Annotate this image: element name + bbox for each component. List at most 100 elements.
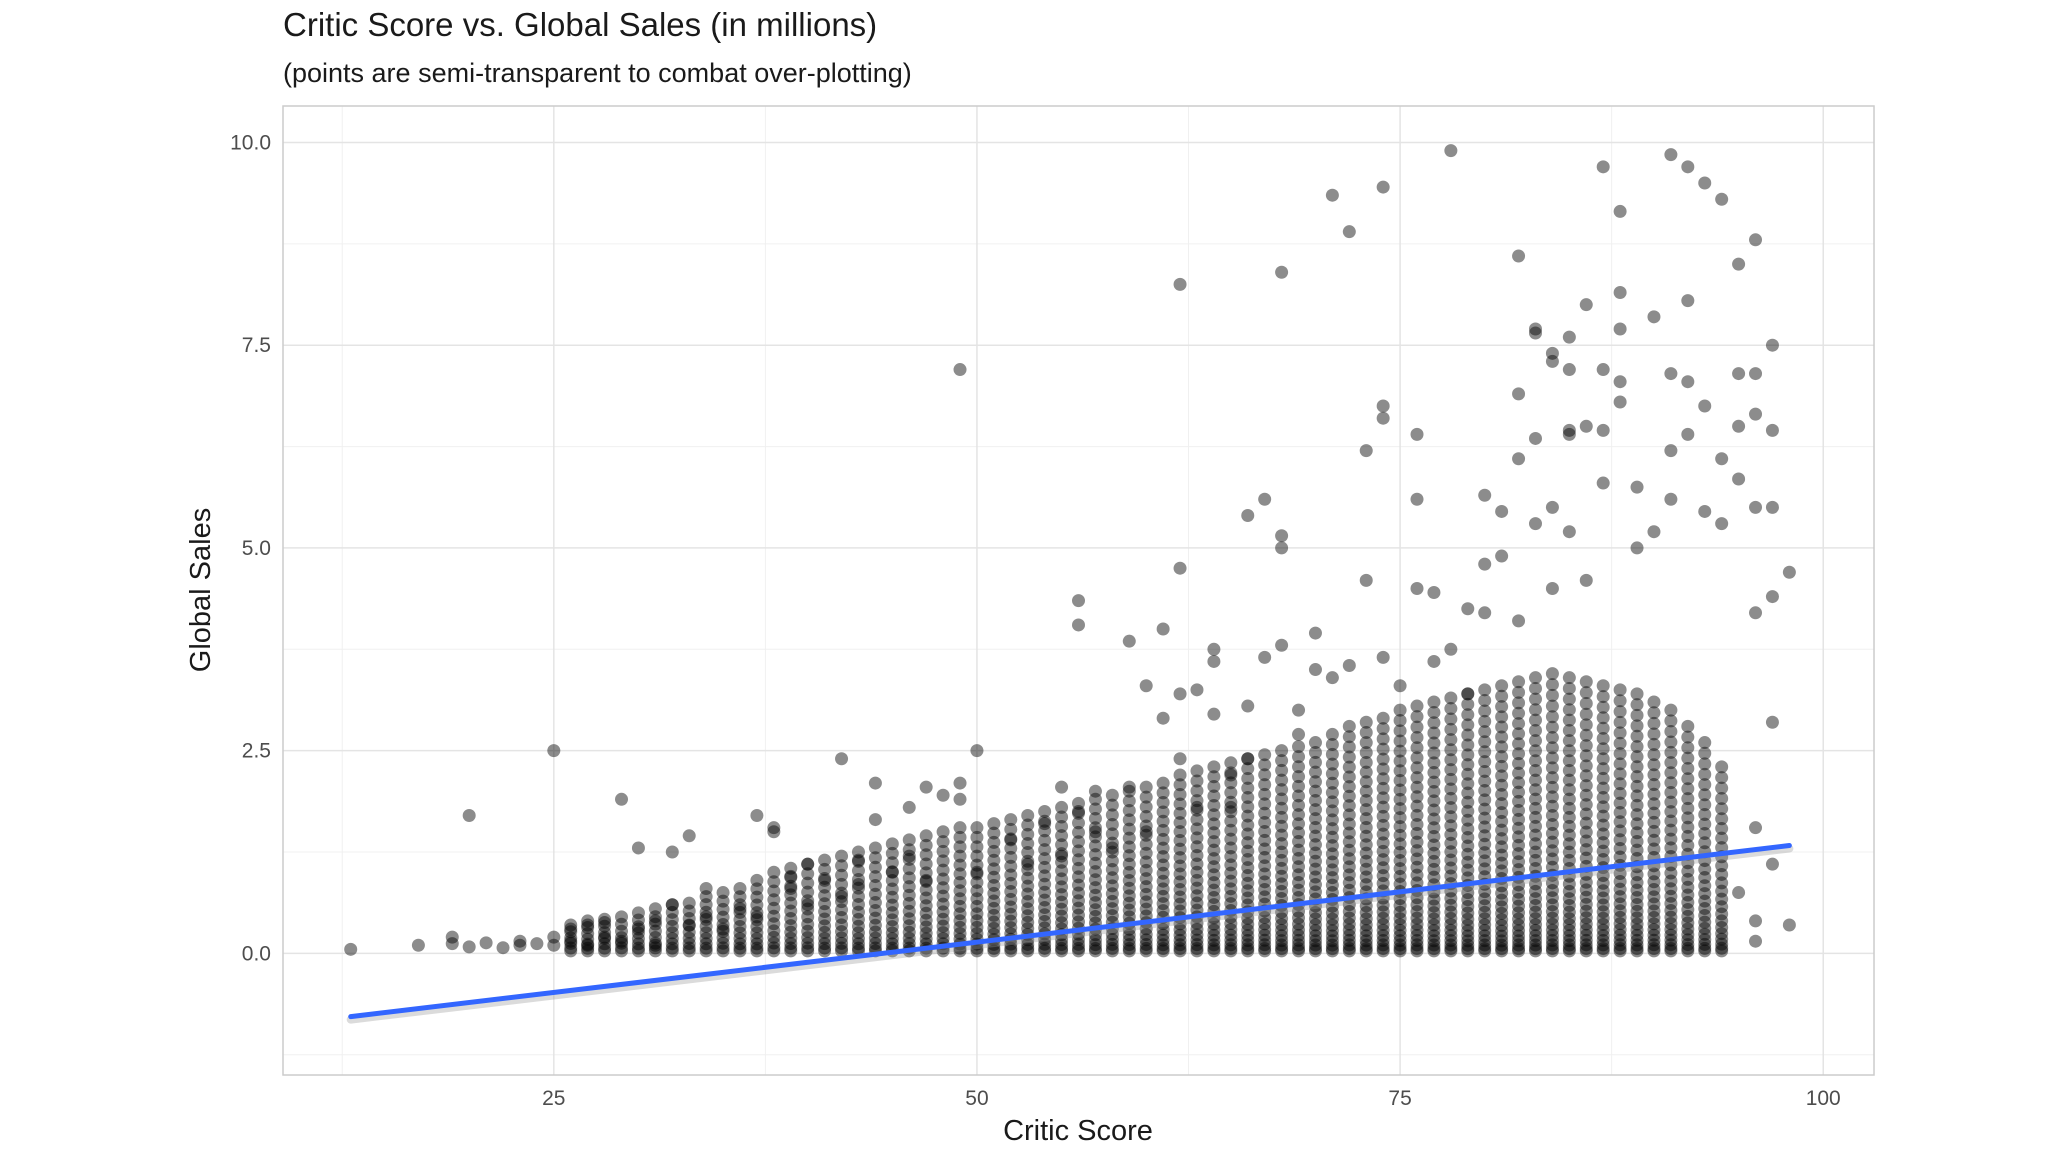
data-point — [936, 881, 950, 895]
data-point — [1579, 944, 1593, 958]
data-point — [953, 363, 967, 377]
data-point — [784, 870, 798, 884]
data-point — [1495, 924, 1509, 938]
data-point — [953, 926, 967, 940]
data-point — [682, 925, 696, 939]
data-point — [1275, 938, 1289, 952]
data-point — [1376, 399, 1390, 413]
data-point — [1156, 805, 1170, 819]
data-point — [1122, 840, 1136, 854]
data-point — [1258, 875, 1272, 889]
data-point — [1122, 903, 1136, 917]
data-point — [1393, 905, 1407, 919]
data-point — [1630, 687, 1644, 701]
data-point — [801, 931, 815, 945]
data-point — [987, 817, 1001, 831]
data-point — [1021, 818, 1035, 832]
data-point — [1055, 819, 1069, 833]
data-point — [716, 936, 730, 950]
data-point — [1495, 750, 1509, 764]
data-point — [1528, 918, 1542, 932]
data-point — [1105, 927, 1119, 941]
data-point — [1545, 929, 1559, 943]
data-point — [936, 863, 950, 877]
data-point — [1224, 917, 1238, 931]
data-point — [1410, 761, 1424, 775]
data-point — [1038, 885, 1052, 899]
data-point — [1427, 929, 1441, 943]
data-point — [1715, 771, 1729, 785]
data-point — [1698, 778, 1712, 792]
data-point — [631, 932, 645, 946]
data-point — [1444, 733, 1458, 747]
data-point — [1765, 500, 1779, 514]
data-point — [699, 905, 713, 919]
data-point — [1072, 594, 1085, 608]
data-point — [1647, 890, 1661, 904]
data-point — [1681, 922, 1695, 936]
data-point — [1275, 892, 1289, 906]
data-point — [733, 944, 747, 958]
data-point — [1613, 910, 1627, 924]
data-point — [1156, 866, 1170, 880]
data-point — [1275, 929, 1289, 943]
data-point — [1241, 884, 1255, 898]
data-point — [631, 920, 645, 934]
data-point — [1664, 703, 1678, 717]
data-point — [970, 926, 984, 940]
data-point — [1427, 924, 1441, 938]
data-point — [1461, 938, 1475, 952]
data-point — [1732, 472, 1746, 486]
data-point — [1139, 790, 1153, 804]
data-point — [1579, 938, 1593, 952]
data-point — [1122, 938, 1136, 952]
data-point — [1444, 819, 1458, 833]
data-point — [1596, 800, 1610, 814]
data-point — [1055, 944, 1069, 958]
data-point — [1342, 826, 1356, 840]
data-point — [851, 932, 865, 946]
data-point — [1224, 897, 1238, 911]
data-point — [868, 931, 882, 945]
data-point — [1275, 942, 1289, 956]
data-point — [716, 931, 730, 945]
data-point — [1021, 941, 1035, 955]
data-point — [1156, 622, 1170, 636]
data-point — [1224, 756, 1238, 770]
data-point — [936, 835, 950, 849]
data-point — [1613, 882, 1627, 896]
data-point — [1596, 721, 1610, 735]
data-point — [1325, 839, 1339, 853]
data-point — [1072, 796, 1085, 810]
data-point — [1004, 822, 1018, 836]
data-point — [1190, 922, 1204, 936]
data-point — [1393, 869, 1407, 883]
data-point — [1207, 898, 1221, 912]
data-point — [1579, 942, 1593, 956]
data-point — [987, 894, 1001, 908]
data-point — [1613, 842, 1627, 856]
data-point — [1088, 944, 1102, 958]
data-point — [868, 851, 882, 865]
data-point — [1190, 784, 1204, 798]
data-point — [1275, 529, 1289, 543]
data-point — [1444, 772, 1458, 786]
data-point — [1207, 944, 1221, 958]
data-point — [1528, 853, 1542, 867]
data-point — [987, 921, 1001, 935]
data-point — [1376, 732, 1390, 746]
data-point — [1664, 785, 1678, 799]
data-point — [1004, 921, 1018, 935]
data-point — [1342, 852, 1356, 866]
data-point — [885, 837, 899, 851]
data-point — [1241, 869, 1255, 883]
data-point — [1139, 941, 1153, 955]
data-point — [1376, 869, 1390, 883]
data-point — [1004, 914, 1018, 928]
data-point — [1173, 833, 1187, 847]
data-point — [1376, 934, 1390, 948]
data-point — [1698, 871, 1712, 885]
data-point — [1596, 891, 1610, 905]
data-point — [987, 844, 1001, 858]
data-point — [970, 840, 984, 854]
